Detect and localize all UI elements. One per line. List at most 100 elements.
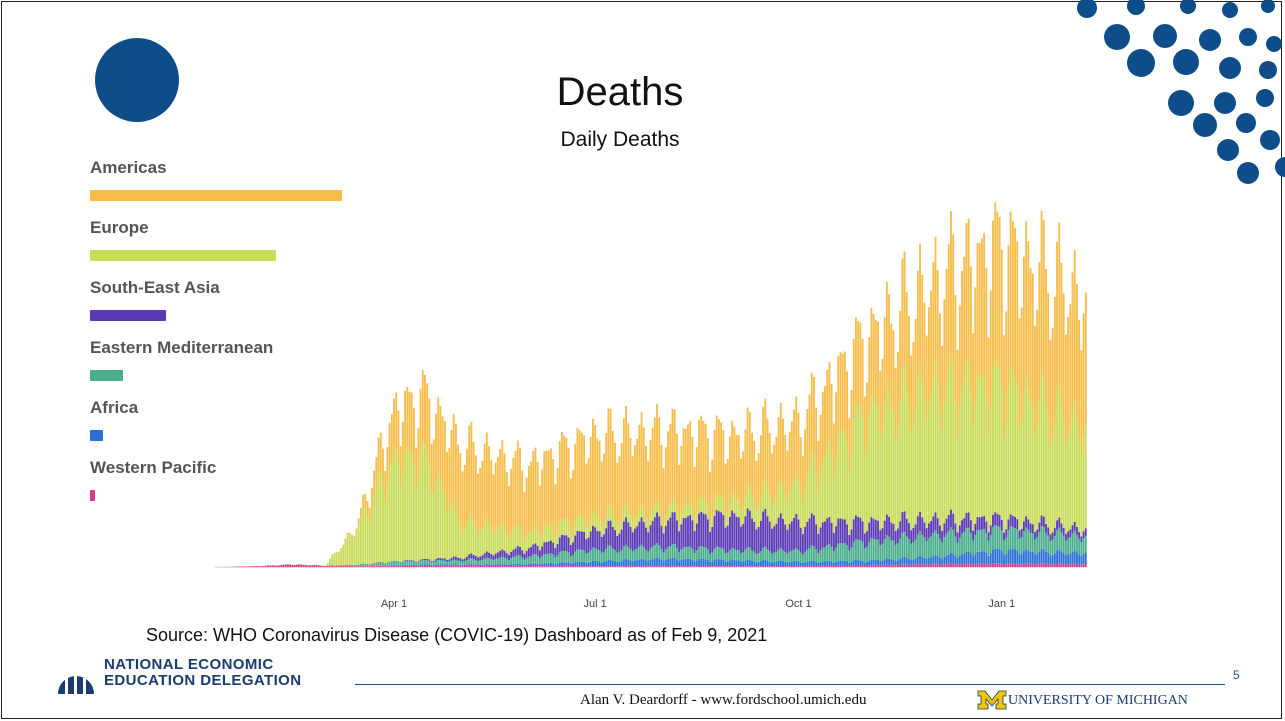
bar-segment xyxy=(384,563,387,567)
bar-segment xyxy=(404,565,406,566)
bar-segment xyxy=(1045,269,1047,406)
bar-segment xyxy=(751,560,753,567)
bar-segment xyxy=(658,417,661,505)
bar-segment xyxy=(620,517,623,530)
bar-segment xyxy=(435,564,437,566)
bar-segment xyxy=(711,561,714,567)
bar-segment xyxy=(496,552,499,559)
bar-segment xyxy=(660,515,663,526)
bar-segment xyxy=(757,526,760,554)
bar-segment xyxy=(713,430,716,501)
bar-segment xyxy=(1084,292,1087,425)
bar-segment xyxy=(1034,539,1036,555)
bar-segment xyxy=(748,559,751,567)
bar-segment xyxy=(421,441,424,559)
bar-segment xyxy=(578,561,581,567)
bar-segment xyxy=(521,470,524,534)
bar-segment xyxy=(547,566,550,567)
bar-segment xyxy=(678,531,681,553)
bar-segment xyxy=(748,510,751,548)
bar-segment xyxy=(543,566,546,567)
bar-segment xyxy=(572,531,574,543)
bar-segment xyxy=(477,564,479,567)
bar-segment xyxy=(724,553,727,562)
bar-segment xyxy=(452,564,455,566)
bar-segment xyxy=(521,557,524,565)
bar-segment xyxy=(687,516,689,547)
bar-segment xyxy=(1031,273,1034,406)
bar-segment xyxy=(488,565,490,567)
bar-segment xyxy=(412,408,415,464)
bar-segment xyxy=(370,566,373,567)
bar-segment xyxy=(757,553,760,562)
bar-segment xyxy=(700,546,703,559)
bar-segment xyxy=(1078,564,1081,567)
bar-segment xyxy=(530,461,532,532)
bar-segment xyxy=(810,565,813,567)
bar-segment xyxy=(813,545,815,561)
bar-segment xyxy=(614,549,616,562)
bar-segment xyxy=(989,535,992,554)
bar-segment xyxy=(753,561,756,567)
bar-segment xyxy=(746,559,749,567)
bar-segment xyxy=(1025,375,1028,517)
bar-segment xyxy=(857,560,860,566)
bar-segment xyxy=(596,566,599,567)
bar-segment xyxy=(417,477,420,562)
ned-logo: NATIONAL ECONOMIC EDUCATION DELEGATION xyxy=(56,656,356,696)
bar-segment xyxy=(1016,563,1019,567)
bar-segment xyxy=(711,515,714,527)
bar-segment xyxy=(333,565,336,566)
bar-segment xyxy=(415,566,418,567)
bar-segment xyxy=(492,533,495,556)
bar-segment xyxy=(598,531,601,551)
bar-segment xyxy=(614,530,616,550)
bar-segment xyxy=(355,566,358,567)
bar-segment xyxy=(616,462,619,527)
bar-segment xyxy=(974,402,977,524)
bar-segment xyxy=(494,558,497,565)
decorative-dot xyxy=(1239,28,1257,46)
bar-segment xyxy=(419,564,422,566)
bar-segment xyxy=(1073,550,1076,564)
bar-segment xyxy=(671,557,674,566)
bar-segment xyxy=(430,443,433,494)
bar-segment xyxy=(731,420,734,494)
bar-segment xyxy=(894,544,897,561)
bar-segment xyxy=(631,561,634,567)
bar-segment xyxy=(1069,553,1072,565)
bar-segment xyxy=(344,540,347,565)
bar-segment xyxy=(477,473,479,533)
bar-segment xyxy=(563,519,566,536)
bar-segment xyxy=(830,453,833,524)
bar-segment xyxy=(432,562,435,566)
bar-segment xyxy=(793,517,795,550)
bar-segment xyxy=(839,352,842,431)
bar-segment xyxy=(890,565,893,567)
bar-segment xyxy=(499,525,502,551)
bar-segment xyxy=(759,497,762,521)
bar-segment xyxy=(488,446,490,524)
bar-segment xyxy=(450,557,453,561)
bar-segment xyxy=(662,525,665,534)
bar-segment xyxy=(565,562,568,567)
bar-segment xyxy=(819,566,822,567)
decorative-dot xyxy=(1104,24,1130,50)
decorative-dot xyxy=(1127,0,1145,15)
bar-segment xyxy=(921,381,924,518)
bar-segment xyxy=(742,552,745,562)
bar-segment xyxy=(717,494,720,512)
bar-segment xyxy=(430,565,433,567)
bar-segment xyxy=(782,566,784,567)
bar-segment xyxy=(485,551,488,558)
bar-segment xyxy=(841,519,844,544)
bar-segment xyxy=(333,565,336,567)
bar-segment xyxy=(921,534,924,557)
bar-segment xyxy=(656,565,658,567)
bar-segment xyxy=(892,330,895,414)
page-number: 5 xyxy=(1233,668,1240,682)
bar-segment xyxy=(744,429,747,496)
bar-segment xyxy=(1018,530,1021,539)
bar-segment xyxy=(784,524,787,552)
bar-segment xyxy=(731,548,734,560)
